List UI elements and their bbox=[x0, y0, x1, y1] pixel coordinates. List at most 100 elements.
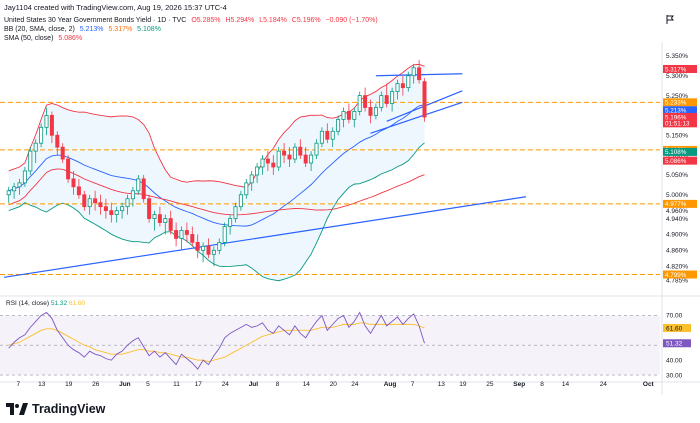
price-axis-tick: 4.860% bbox=[666, 248, 688, 255]
candle-body bbox=[168, 218, 173, 231]
time-axis-tick: 26 bbox=[92, 381, 100, 388]
candle-body bbox=[228, 218, 233, 227]
candle-body bbox=[17, 182, 22, 188]
candle-body bbox=[341, 111, 346, 120]
tradingview-logo[interactable]: TradingView bbox=[6, 402, 105, 416]
flag-icon[interactable] bbox=[666, 15, 674, 24]
candle-body bbox=[282, 150, 287, 156]
rsi-axis-tick: 40.00 bbox=[666, 357, 683, 364]
price-axis-tick: 4.820% bbox=[666, 263, 688, 270]
sma-value: 5.086% bbox=[58, 35, 83, 42]
time-axis-tick: 17 bbox=[195, 381, 203, 388]
level-price-tag-bg bbox=[663, 98, 697, 107]
candle-body bbox=[22, 170, 27, 184]
rsi-tag: 51.32 bbox=[666, 341, 683, 348]
price-tag-bg bbox=[663, 64, 697, 73]
candle-body bbox=[238, 194, 243, 208]
level-price-tag: 5.233% bbox=[665, 100, 687, 107]
candle-body bbox=[411, 67, 416, 77]
rsi-tag-bg bbox=[663, 339, 691, 348]
candle-body bbox=[309, 154, 314, 164]
rsi-value: 51.32 bbox=[50, 300, 68, 307]
candle-body bbox=[406, 75, 411, 89]
sma-legend[interactable]: SMA (50, close) 5.086% bbox=[4, 35, 85, 42]
candle-body bbox=[130, 190, 135, 200]
time-axis-tick: 24 bbox=[351, 381, 359, 388]
candle-body bbox=[330, 130, 335, 140]
time-axis-tick: Sep bbox=[513, 381, 525, 388]
candle-body bbox=[292, 146, 297, 160]
candle-body bbox=[357, 95, 362, 112]
price-tag-bg bbox=[663, 106, 697, 115]
bb-basis-line bbox=[8, 104, 425, 227]
time-axis-tick: 13 bbox=[438, 381, 446, 388]
candle-body bbox=[298, 146, 303, 156]
price-axis-tick: 5.350% bbox=[666, 53, 688, 60]
time-axis-tick: 25 bbox=[486, 381, 494, 388]
bb-label: BB (20, SMA, close, 2) bbox=[4, 26, 75, 33]
candle-body bbox=[82, 194, 87, 208]
price-axis-tick: 5.150% bbox=[666, 132, 688, 139]
candle-body bbox=[373, 107, 378, 116]
candle-body bbox=[39, 126, 44, 144]
tradingview-logo-icon bbox=[6, 403, 28, 415]
price-tag-bg bbox=[663, 112, 697, 121]
bb-legend[interactable]: BB (20, SMA, close, 2) 5.213% 5.317% 5.1… bbox=[4, 26, 164, 33]
candle-body bbox=[6, 190, 11, 196]
created-by-text: Jay1104 created with TradingView.com, Au… bbox=[4, 3, 227, 12]
price-tag: 5.213% bbox=[665, 108, 687, 115]
price-axis-tick: 4.940% bbox=[666, 216, 688, 223]
time-axis-tick: 14 bbox=[303, 381, 311, 388]
bb-lower-value: 5.108% bbox=[137, 26, 161, 33]
rsi-legend[interactable]: RSI (14, close) 51.32 61.60 bbox=[6, 300, 85, 307]
price-axis-tick: 5.050% bbox=[666, 172, 688, 179]
price-tag-bg bbox=[663, 119, 697, 128]
bb-lower-line bbox=[8, 142, 425, 282]
candle-body bbox=[44, 115, 49, 128]
candle-body bbox=[211, 249, 216, 255]
price-axis-tick: 4.960% bbox=[666, 208, 688, 215]
candle-body bbox=[384, 95, 389, 104]
price-axis-tick: 4.785% bbox=[666, 277, 688, 284]
time-axis-tick: 24 bbox=[222, 381, 230, 388]
level-price-tag-bg bbox=[663, 199, 697, 208]
ohlc-change: −0.090 (−1.70%) bbox=[325, 17, 378, 24]
rsi-axis-tick: 70.00 bbox=[666, 313, 683, 320]
ohlc-open: O5.285% bbox=[191, 17, 221, 24]
ohlc-high: H5.294% bbox=[225, 17, 255, 24]
candle-body bbox=[125, 198, 130, 208]
time-axis-tick: 8 bbox=[540, 381, 544, 388]
ohlc-low: L5.184% bbox=[259, 17, 287, 24]
time-axis-tick: Jun bbox=[119, 381, 131, 388]
candle-body bbox=[120, 206, 125, 212]
rsi-axis-tick: 30.00 bbox=[666, 372, 683, 379]
candle-body bbox=[157, 214, 162, 223]
candle-body bbox=[109, 210, 114, 216]
candle-body bbox=[55, 134, 60, 148]
price-tag: 01:51:13 bbox=[665, 121, 690, 128]
sma-line bbox=[8, 168, 425, 216]
candle-body bbox=[33, 142, 38, 152]
candle-body bbox=[400, 83, 405, 89]
price-tag: 5.317% bbox=[665, 66, 687, 73]
candle-body bbox=[206, 245, 211, 255]
support-trendline bbox=[3, 196, 527, 278]
price-tag: 5.086% bbox=[665, 158, 687, 165]
price-tag-bg bbox=[663, 147, 697, 156]
time-axis-tick: 14 bbox=[562, 381, 570, 388]
price-axis-tick: 5.250% bbox=[666, 93, 688, 100]
candle-body bbox=[265, 158, 270, 164]
candle-body bbox=[103, 206, 108, 212]
wedge-lower-trendline bbox=[370, 101, 463, 134]
price-axis-tick: 4.900% bbox=[666, 232, 688, 239]
candle-body bbox=[201, 245, 206, 251]
level-price-tag: 4.799% bbox=[665, 272, 687, 279]
candle-body bbox=[28, 150, 33, 172]
price-tag: 5.196% bbox=[665, 114, 687, 121]
rsi-label: RSI (14, close) bbox=[6, 300, 49, 307]
price-tag: 5.108% bbox=[665, 149, 687, 156]
candle-body bbox=[325, 130, 330, 140]
candle-body bbox=[114, 210, 119, 216]
candle-body bbox=[276, 150, 281, 168]
